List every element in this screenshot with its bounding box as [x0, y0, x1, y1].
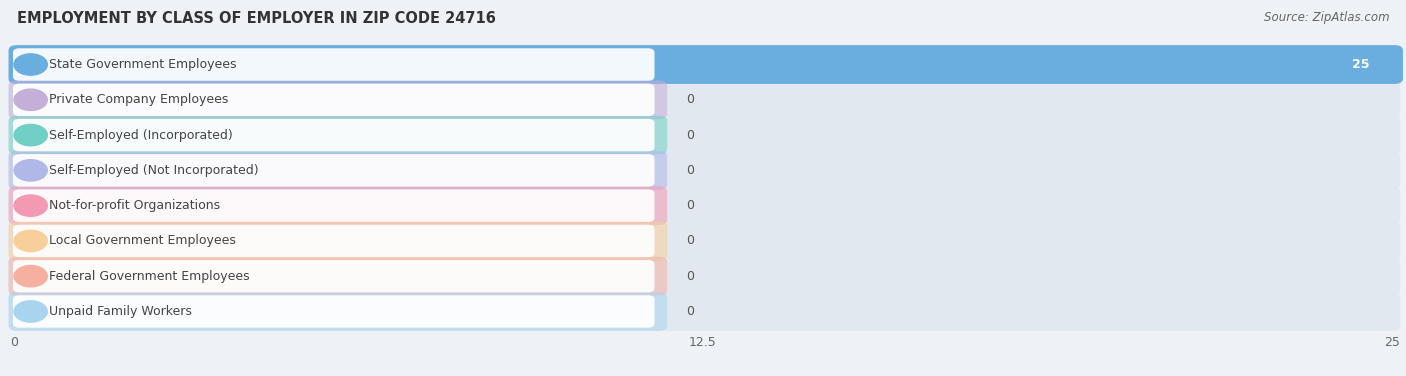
Text: Source: ZipAtlas.com: Source: ZipAtlas.com: [1264, 11, 1389, 24]
FancyBboxPatch shape: [13, 260, 655, 293]
Text: Not-for-profit Organizations: Not-for-profit Organizations: [49, 199, 221, 212]
FancyBboxPatch shape: [8, 186, 1400, 225]
FancyBboxPatch shape: [8, 221, 668, 260]
Circle shape: [14, 301, 48, 322]
Circle shape: [14, 230, 48, 252]
FancyBboxPatch shape: [13, 83, 655, 116]
FancyBboxPatch shape: [8, 116, 1400, 155]
FancyBboxPatch shape: [13, 119, 655, 151]
FancyBboxPatch shape: [8, 80, 668, 119]
FancyBboxPatch shape: [8, 257, 668, 296]
Text: Unpaid Family Workers: Unpaid Family Workers: [49, 305, 191, 318]
FancyBboxPatch shape: [8, 292, 668, 331]
FancyBboxPatch shape: [8, 292, 1400, 331]
Text: 0: 0: [686, 93, 695, 106]
FancyBboxPatch shape: [8, 186, 668, 225]
Text: 0: 0: [686, 234, 695, 247]
FancyBboxPatch shape: [8, 151, 1400, 190]
FancyBboxPatch shape: [8, 151, 668, 190]
Circle shape: [14, 124, 48, 146]
Text: Self-Employed (Incorporated): Self-Employed (Incorporated): [49, 129, 233, 142]
FancyBboxPatch shape: [13, 154, 655, 186]
Circle shape: [14, 195, 48, 216]
FancyBboxPatch shape: [13, 190, 655, 222]
FancyBboxPatch shape: [13, 48, 655, 81]
Text: 0: 0: [686, 270, 695, 283]
FancyBboxPatch shape: [8, 80, 1400, 119]
FancyBboxPatch shape: [13, 225, 655, 257]
FancyBboxPatch shape: [8, 45, 1403, 84]
FancyBboxPatch shape: [8, 116, 668, 155]
Circle shape: [14, 160, 48, 181]
Circle shape: [14, 265, 48, 287]
FancyBboxPatch shape: [8, 45, 1400, 84]
Text: Self-Employed (Not Incorporated): Self-Employed (Not Incorporated): [49, 164, 259, 177]
Circle shape: [14, 89, 48, 111]
Text: 25: 25: [1353, 58, 1369, 71]
Text: 0: 0: [686, 305, 695, 318]
Text: Federal Government Employees: Federal Government Employees: [49, 270, 250, 283]
Text: Private Company Employees: Private Company Employees: [49, 93, 228, 106]
Circle shape: [14, 54, 48, 75]
Text: 0: 0: [686, 129, 695, 142]
FancyBboxPatch shape: [8, 221, 1400, 260]
Text: Local Government Employees: Local Government Employees: [49, 234, 236, 247]
Text: State Government Employees: State Government Employees: [49, 58, 236, 71]
FancyBboxPatch shape: [13, 295, 655, 328]
Text: 0: 0: [686, 199, 695, 212]
FancyBboxPatch shape: [8, 257, 1400, 296]
Text: EMPLOYMENT BY CLASS OF EMPLOYER IN ZIP CODE 24716: EMPLOYMENT BY CLASS OF EMPLOYER IN ZIP C…: [17, 11, 496, 26]
Text: 0: 0: [686, 164, 695, 177]
